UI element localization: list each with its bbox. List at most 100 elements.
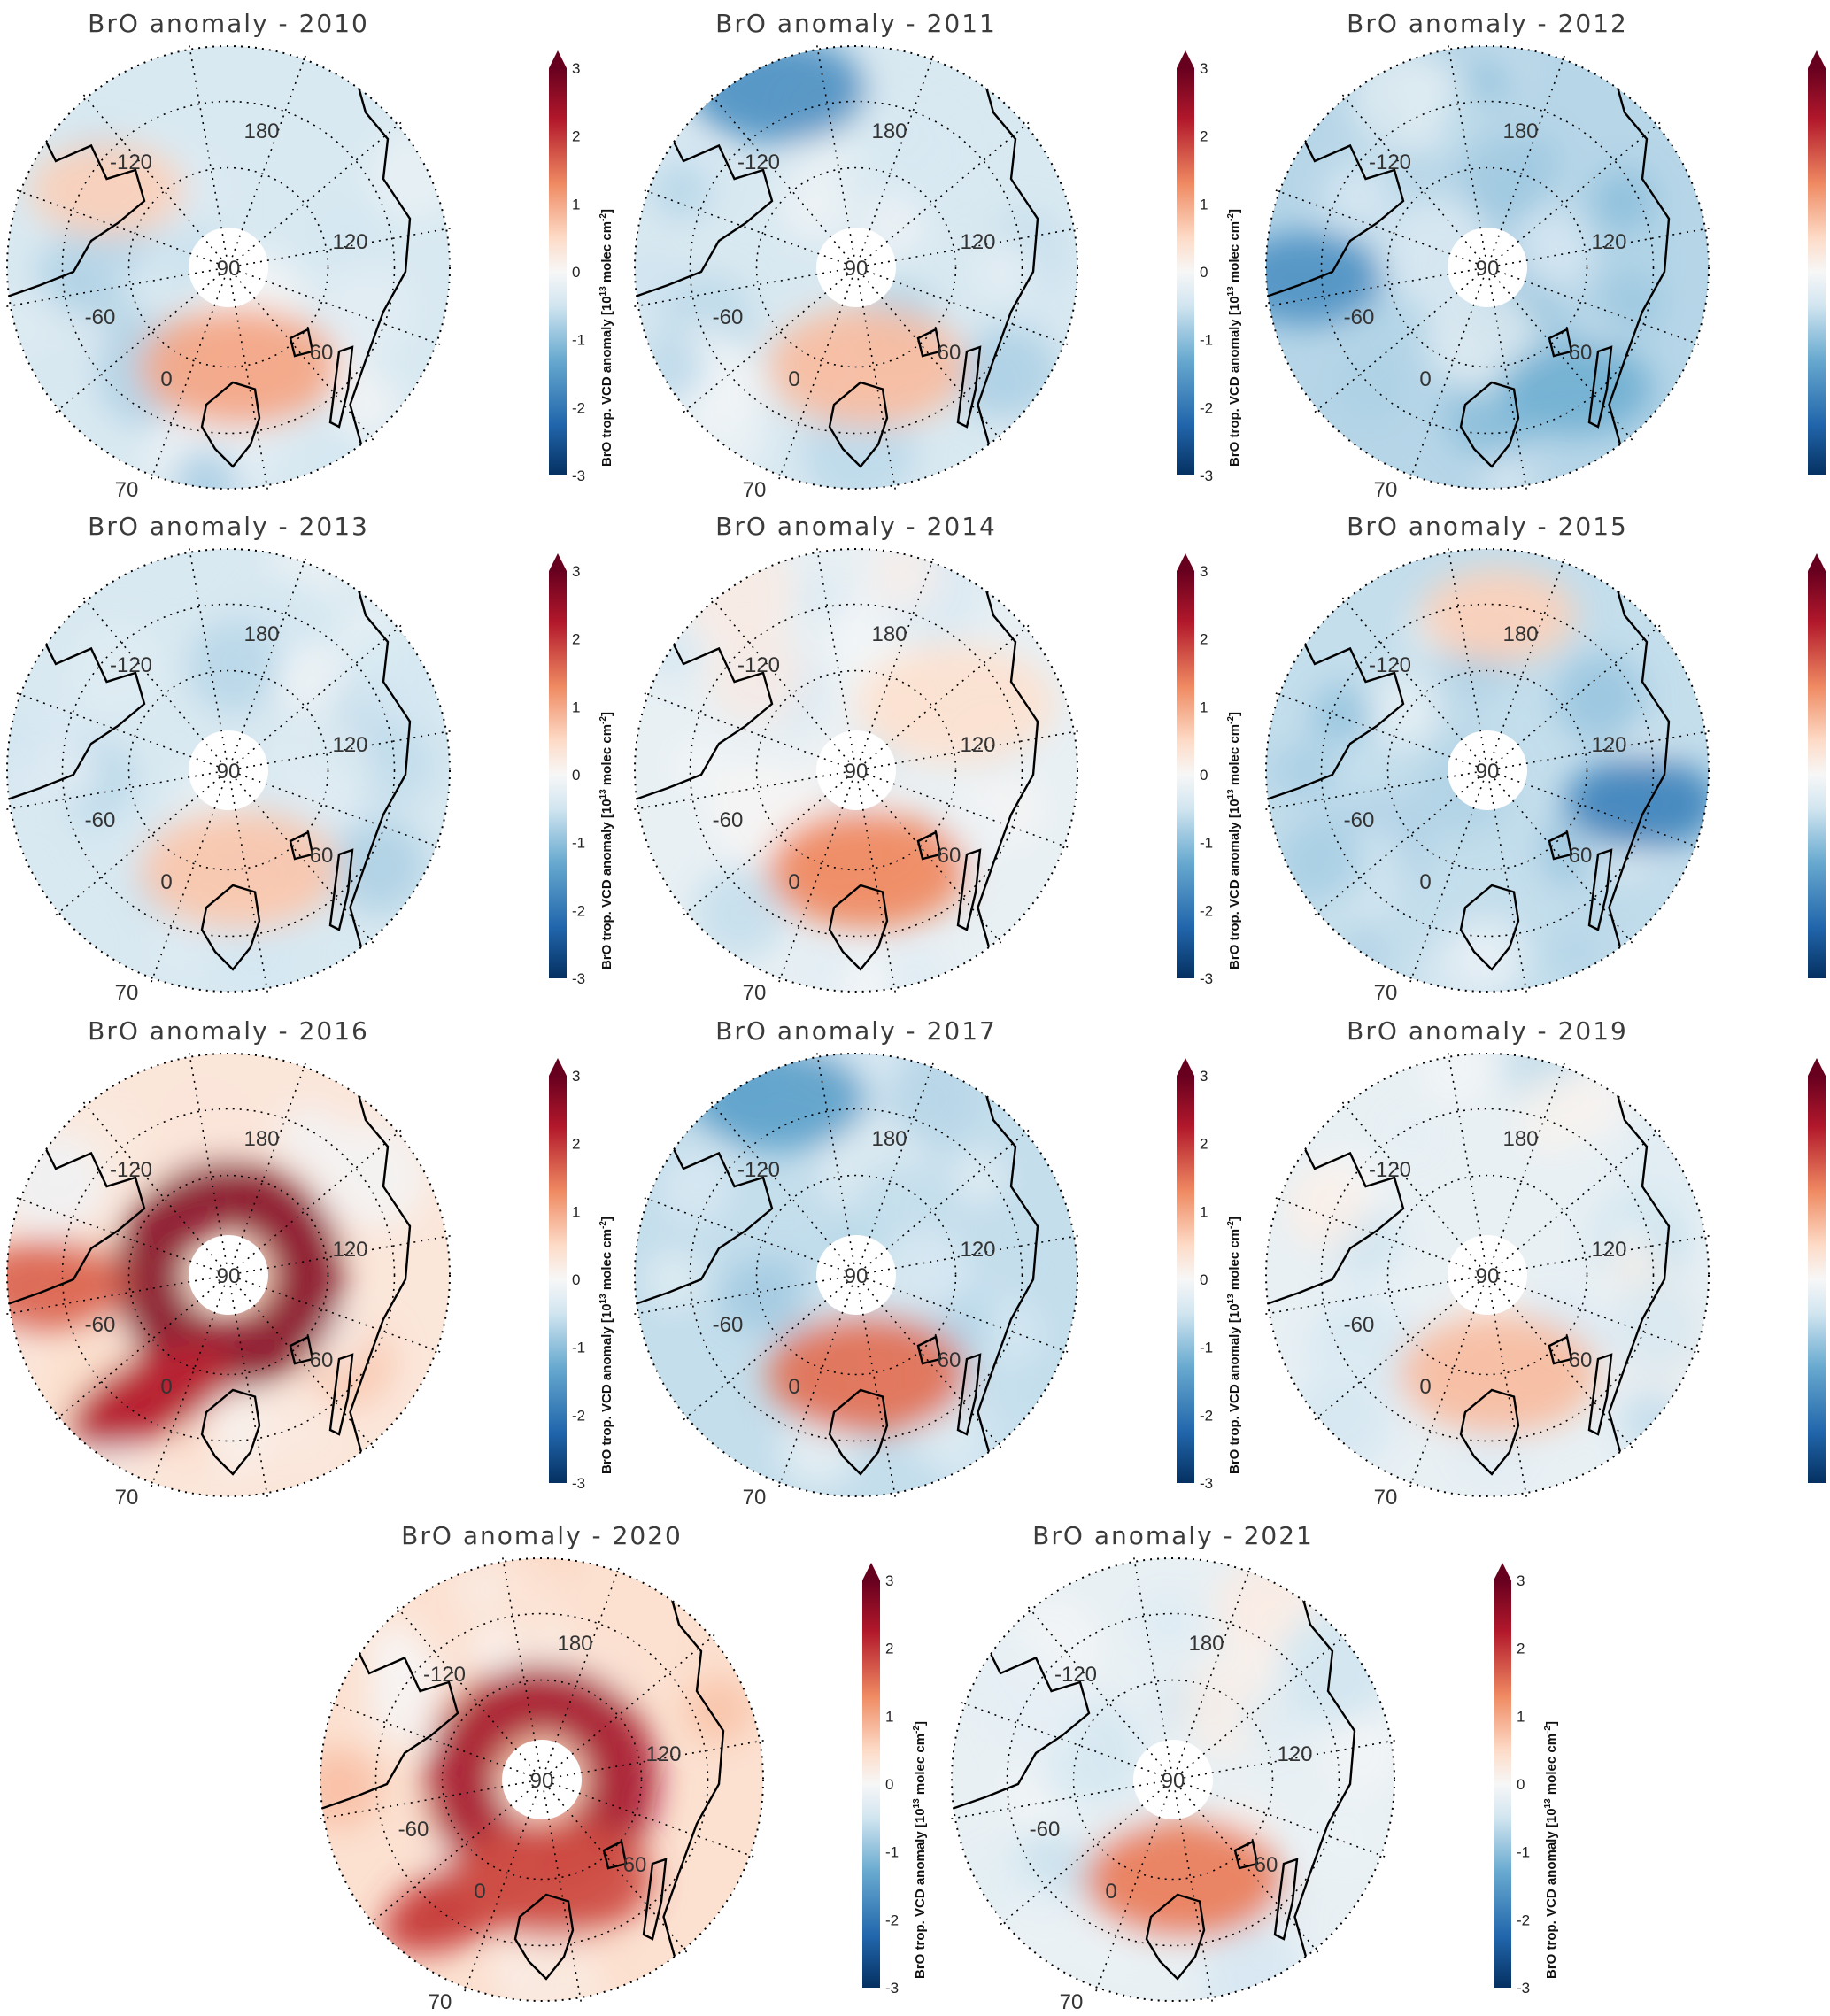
meridian-line (1498, 227, 1710, 266)
meridian-line (857, 278, 897, 490)
anomaly-patch (799, 573, 847, 622)
anomaly-patch (692, 867, 786, 960)
colorbar-tick-label: -1 (885, 1844, 899, 1861)
coastline (200, 381, 261, 468)
anomaly-patch (736, 1255, 816, 1336)
meridian-line (1027, 1606, 1167, 1772)
anomaly-patch (260, 1387, 337, 1464)
colorbar-tick-label: 3 (572, 563, 580, 580)
meridian-line (543, 1790, 583, 2003)
anomaly-patch (1447, 918, 1525, 992)
map-border (634, 548, 1078, 993)
meridian-line (1341, 597, 1481, 762)
meridian-line (857, 781, 897, 993)
parallel-line (689, 100, 1023, 435)
anomaly-patch (497, 1558, 568, 1624)
grid-label-lon-m60: -60 (713, 305, 744, 329)
meridian-line (866, 270, 1069, 345)
anomaly-patch (455, 1564, 506, 1615)
grid-label-lon-120: 120 (332, 733, 367, 757)
grid-label-lon-m60: -60 (1344, 1313, 1375, 1337)
polar-gap (189, 730, 268, 810)
grid-label-lon-0: 0 (788, 870, 799, 894)
grid-label-lon-180: 180 (1188, 1632, 1224, 1656)
meridian-line (235, 778, 374, 944)
meridian-line (1490, 1062, 1565, 1265)
meridian-line (1447, 547, 1486, 760)
grid-label-lat-90: 90 (1476, 1264, 1500, 1288)
colorbar-tick-label: -2 (1517, 1912, 1530, 1928)
meridian-line (188, 44, 228, 257)
anomaly-patch (1463, 53, 1515, 104)
grid-label-lon-m120: -120 (737, 653, 780, 677)
panel-title: BrO anomaly - 2021 (1032, 1521, 1314, 1550)
meridian-line (16, 692, 219, 768)
meridian-line (1264, 268, 1477, 308)
colorbar-tick-label: 0 (1517, 1776, 1525, 1793)
colorbar-extend-arrow (1177, 553, 1194, 571)
colorbar-extend-arrow (1808, 553, 1826, 571)
meridian-line (235, 1283, 374, 1448)
coastline (1145, 1893, 1206, 1981)
anomaly-patch (310, 192, 390, 273)
coastline (1607, 46, 1709, 489)
coastline (289, 328, 314, 358)
map-border (1265, 45, 1710, 490)
grid-label-lon-m60: -60 (85, 305, 116, 329)
meridian-line (1000, 1786, 1165, 1926)
hotspot-east-siberian-sea (1421, 568, 1576, 662)
meridian-line (319, 1780, 531, 1820)
grid-label-lon-m120: -120 (110, 151, 152, 174)
map-border (1265, 548, 1710, 993)
grid-label-lat-70: 70 (743, 1486, 767, 1505)
panel-title: BrO anomaly - 2020 (401, 1521, 683, 1550)
colorbar-tick-label: 2 (885, 1641, 893, 1657)
anomaly-patch (1002, 1887, 1086, 1970)
anomaly-patch (644, 1249, 705, 1310)
grid-label-lon-180: 180 (1502, 120, 1538, 143)
meridian-line (778, 1285, 853, 1487)
grid-label-lon-60: 60 (310, 844, 334, 868)
colorbar-tick-label: 0 (572, 1271, 580, 1288)
anomaly-patch (1311, 684, 1374, 747)
colorbar-tick-label: 3 (1200, 60, 1208, 77)
grid-label-lon-60: 60 (1255, 1853, 1278, 1877)
parallel-line (1386, 1174, 1588, 1376)
anomaly-patch (1608, 1279, 1707, 1379)
colorbar-extend-arrow (1494, 1563, 1511, 1580)
colorbar-tick-label: 0 (572, 264, 580, 281)
colorbar-gradient (1808, 68, 1826, 475)
grid-label-lon-120: 120 (1591, 1238, 1626, 1262)
colorbar-tick-label: 1 (1200, 1203, 1208, 1220)
meridian-line (683, 274, 848, 413)
grid-label-lat-70: 70 (429, 1990, 452, 2010)
grid-label-lon-120: 120 (960, 230, 995, 254)
meridian-line (644, 189, 846, 265)
meridian-line (862, 778, 1002, 944)
panel-title: BrO anomaly - 2012 (1347, 9, 1628, 38)
meridian-line (1314, 274, 1479, 413)
colorbar-tick-label: 1 (1517, 1708, 1525, 1725)
grid-label-lon-m120: -120 (1369, 1158, 1411, 1182)
map-border (6, 45, 451, 490)
colorbar-tick-label: 1 (1200, 699, 1208, 715)
grid-label-lon-0: 0 (160, 870, 172, 894)
grid-label-lon-m60: -60 (85, 1313, 116, 1337)
coastline (1607, 549, 1709, 992)
parallel-line (127, 166, 329, 368)
colorbar-tick-label: 0 (572, 767, 580, 784)
anomaly-patch (892, 953, 939, 992)
meridian-line (1495, 624, 1661, 764)
meridian-line (501, 1556, 541, 1769)
grid-label-lon-180: 180 (1502, 1127, 1538, 1151)
grid-label-lon-m120: -120 (737, 151, 780, 174)
polar-gap (189, 1235, 268, 1315)
meridian-line (16, 189, 219, 265)
grid-label-lat-70: 70 (1060, 1990, 1084, 2010)
coastline (956, 1353, 982, 1436)
meridian-line (16, 1197, 219, 1272)
meridian-line (1181, 1634, 1347, 1773)
